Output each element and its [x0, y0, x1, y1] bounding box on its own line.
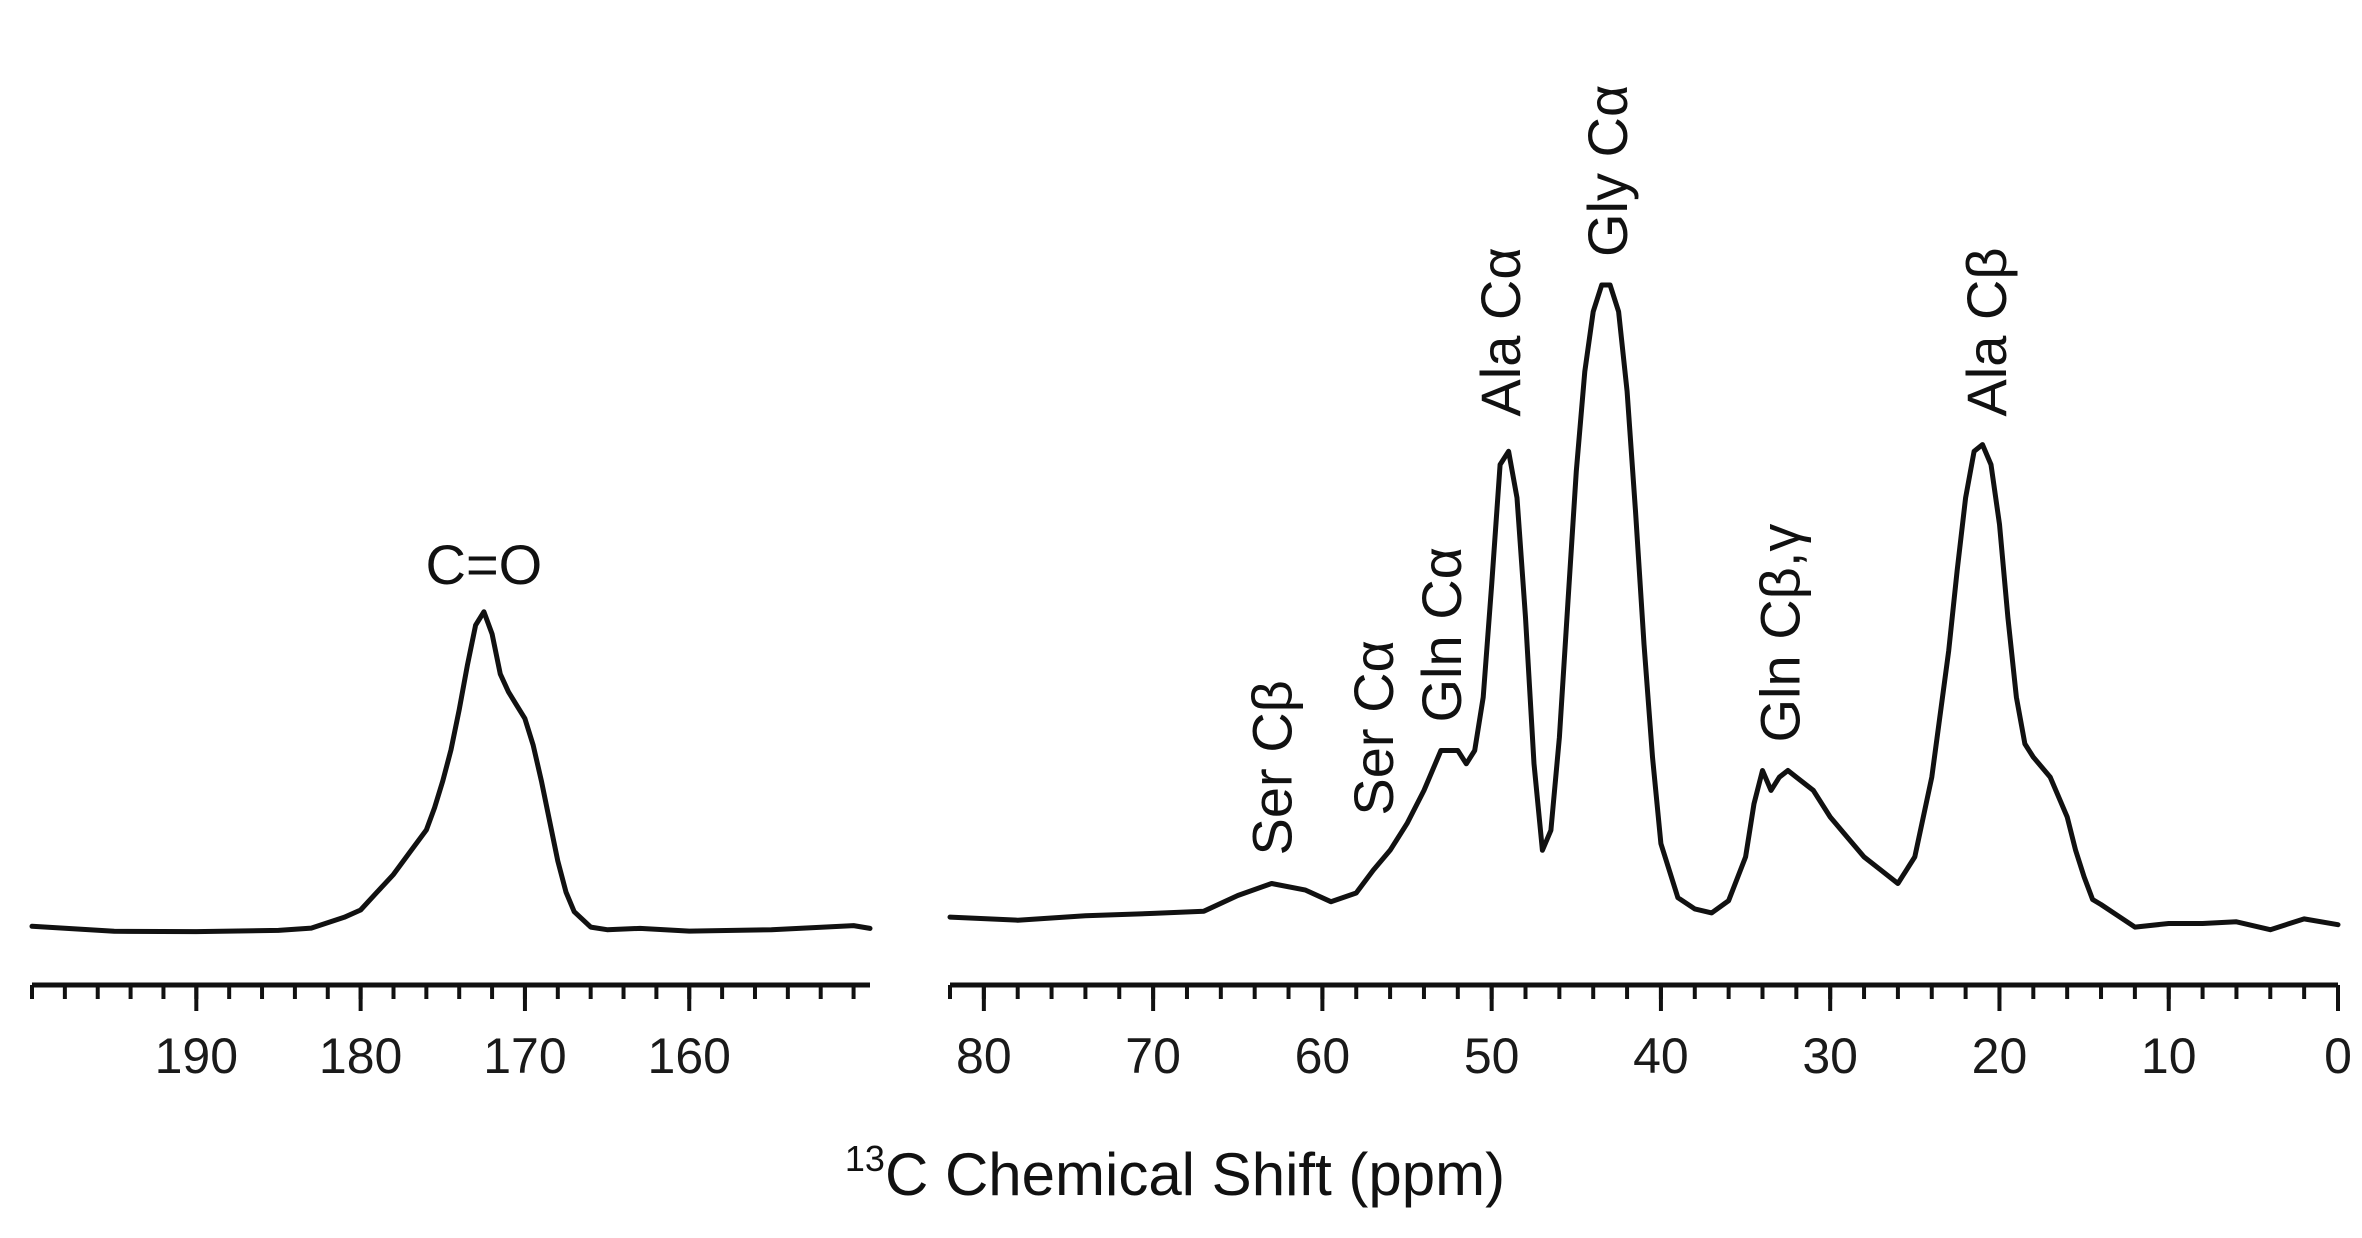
x-tick-label: 50 — [1464, 1028, 1520, 1084]
x-tick-label: 40 — [1633, 1028, 1689, 1084]
x-tick-label: 20 — [1972, 1028, 2028, 1084]
aliphatic-spectrum-trace — [947, 282, 2341, 933]
x-tick-label: 30 — [1802, 1028, 1858, 1084]
peak-label-gln-c: Gln Cα — [1410, 547, 1473, 723]
peak-label-gln-c: Gln Cβ,γ — [1748, 524, 1811, 743]
peak-label-ser-c: Ser Cβ — [1241, 680, 1304, 855]
carbonyl-spectrum-trace — [29, 609, 873, 935]
x-tick-label: 190 — [155, 1028, 238, 1084]
peak-label-ala-c: Ala Cα — [1469, 247, 1532, 416]
x-tick-label: 180 — [319, 1028, 402, 1084]
carbonyl-panel: 190 180 170 160 C=O — [29, 533, 873, 1084]
x-tick-label: 170 — [483, 1028, 566, 1084]
peak-label-ser-c: Ser Cα — [1342, 640, 1405, 816]
x-tick-label: 0 — [2324, 1028, 2352, 1084]
peak-label-c-o: C=O — [426, 533, 543, 596]
x-tick-label: 60 — [1295, 1028, 1351, 1084]
x-tick-label: 160 — [648, 1028, 731, 1084]
x-axis-label: 13C Chemical Shift (ppm) — [845, 1138, 1505, 1208]
peak-label-ala-c: Ala Cβ — [1955, 247, 2018, 416]
x-tick-label: 70 — [1125, 1028, 1181, 1084]
peak-label-gly-c: Gly Cα — [1576, 85, 1639, 257]
x-tick-label: 80 — [956, 1028, 1012, 1084]
x-tick-label: 10 — [2141, 1028, 2197, 1084]
